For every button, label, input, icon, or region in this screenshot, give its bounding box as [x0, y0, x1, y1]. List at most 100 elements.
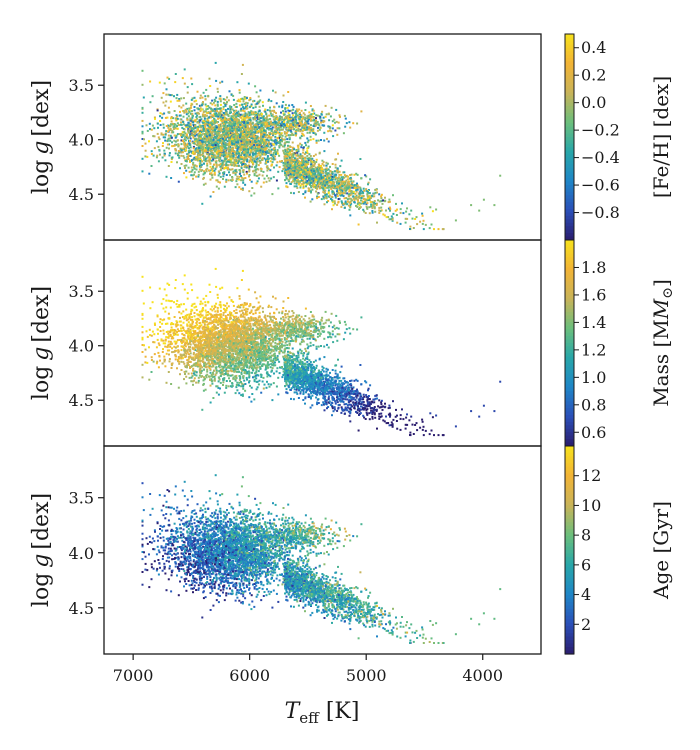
- scatter-point: [180, 143, 183, 146]
- scatter-point: [341, 201, 343, 204]
- scatter-point: [191, 116, 194, 119]
- scatter-point: [241, 160, 244, 163]
- scatter-point: [256, 157, 259, 160]
- scatter-point: [334, 196, 337, 199]
- scatter-point: [295, 170, 298, 173]
- scatter-point: [260, 168, 263, 170]
- scatter-point: [230, 93, 233, 96]
- scatter-point: [236, 118, 239, 121]
- scatter-point: [255, 91, 258, 94]
- scatter-point: [331, 124, 334, 127]
- scatter-point: [220, 159, 223, 162]
- scatter-point: [300, 170, 303, 173]
- scatter-point: [185, 134, 188, 137]
- scatter-point: [193, 124, 195, 127]
- scatter-point: [307, 118, 310, 121]
- scatter-point: [222, 160, 225, 163]
- scatter-point: [224, 149, 227, 152]
- scatter-point: [245, 113, 248, 116]
- scatter-point: [275, 141, 278, 144]
- scatter-point: [336, 133, 339, 136]
- scatter-point: [265, 125, 268, 128]
- scatter-point: [202, 138, 205, 140]
- scatter-point: [295, 163, 298, 166]
- scatter-point: [250, 110, 253, 113]
- scatter-point: [286, 121, 289, 123]
- scatter-point: [202, 91, 205, 94]
- scatter-point: [241, 163, 243, 166]
- scatter-point: [223, 154, 226, 157]
- scatter-point: [200, 134, 203, 137]
- scatter-point: [313, 180, 316, 183]
- scatter-point: [235, 102, 238, 105]
- scatter-point: [293, 122, 296, 125]
- scatter-point: [211, 124, 214, 127]
- scatter-point: [306, 180, 309, 182]
- scatter-point: [316, 197, 319, 200]
- scatter-point: [331, 199, 334, 202]
- scatter-point: [251, 165, 253, 168]
- scatter-point: [376, 221, 378, 224]
- scatter-point: [296, 175, 299, 178]
- scatter-point: [299, 112, 301, 115]
- scatter-point: [201, 202, 204, 205]
- scatter-point: [305, 117, 308, 120]
- scatter-point: [249, 143, 251, 145]
- scatter-point: [208, 136, 210, 139]
- scatter-point: [194, 133, 197, 136]
- scatter-point: [343, 174, 346, 177]
- scatter-point: [169, 139, 172, 142]
- scatter-point: [273, 166, 275, 169]
- scatter-point: [208, 160, 211, 163]
- scatter-point: [270, 154, 273, 156]
- scatter-point: [216, 87, 219, 90]
- scatter-point: [275, 102, 278, 105]
- scatter-point: [235, 109, 238, 112]
- scatter-point: [240, 155, 243, 158]
- scatter-point: [215, 166, 218, 169]
- scatter-point: [323, 197, 325, 200]
- scatter-point: [163, 149, 166, 152]
- scatter-point: [266, 169, 269, 172]
- scatter-point: [339, 194, 342, 197]
- scatter-point: [337, 180, 340, 183]
- scatter-point: [161, 156, 164, 159]
- scatter-point: [360, 197, 363, 199]
- scatter-point: [209, 178, 212, 181]
- scatter-point: [309, 200, 312, 203]
- scatter-point: [215, 185, 218, 188]
- scatter-point: [219, 145, 222, 148]
- scatter-point: [362, 195, 364, 198]
- scatter-point: [332, 180, 334, 183]
- scatter-point: [191, 129, 194, 132]
- scatter-point: [320, 119, 323, 122]
- scatter-point: [204, 95, 207, 98]
- scatter-point: [281, 160, 283, 162]
- scatter-point: [180, 123, 183, 126]
- scatter-point: [194, 150, 197, 153]
- scatter-point: [395, 214, 398, 216]
- scatter-point: [229, 110, 232, 113]
- scatter-point: [328, 181, 331, 184]
- scatter-point: [146, 155, 149, 158]
- scatter-point: [342, 191, 345, 194]
- scatter-point: [240, 167, 243, 170]
- scatter-point: [210, 172, 213, 175]
- scatter-point: [184, 167, 186, 169]
- scatter-point: [334, 185, 337, 188]
- scatter-point: [244, 148, 246, 151]
- scatter-point: [324, 115, 327, 118]
- scatter-point: [238, 114, 240, 117]
- scatter-point: [324, 196, 327, 199]
- scatter-point: [240, 122, 243, 125]
- scatter-point: [232, 144, 234, 147]
- scatter-point: [333, 192, 336, 195]
- scatter-point: [237, 122, 239, 125]
- scatter-point: [183, 68, 186, 71]
- scatter-point: [362, 201, 364, 203]
- scatter-point: [210, 153, 213, 156]
- scatter-point: [201, 148, 204, 151]
- scatter-point: [287, 155, 290, 158]
- scatter-point: [364, 212, 367, 214]
- scatter-point: [170, 120, 173, 123]
